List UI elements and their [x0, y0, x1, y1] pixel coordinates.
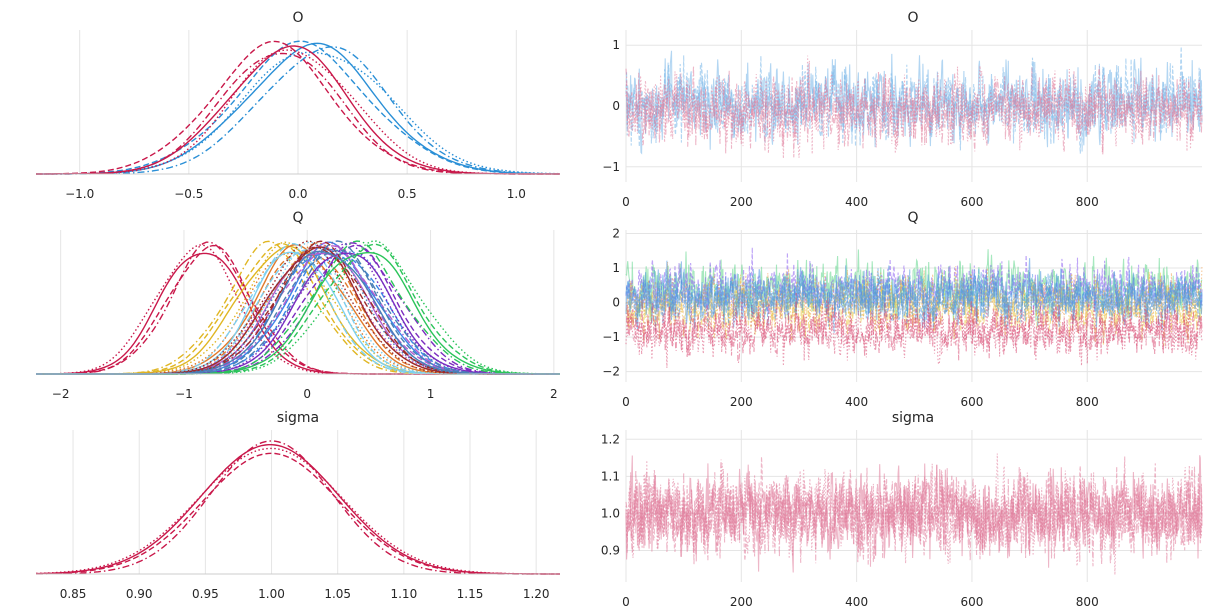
y-tick-label: 1 — [612, 261, 620, 275]
panel-sigma-kde: sigma 0.85 0.90 0.95 1.00 1.05 1.10 1.15 1.20 — [35, 410, 560, 601]
kde-curve-6-1 — [36, 40, 560, 175]
kde-curve-9-1 — [36, 252, 560, 375]
kde-curve-10-1 — [36, 250, 560, 375]
x-tick-label: 800 — [1076, 595, 1099, 609]
x-tick-label: 600 — [960, 595, 983, 609]
kde-curve-7-1 — [36, 252, 560, 375]
x-tick-label: 200 — [730, 595, 753, 609]
trace-line-4 — [625, 65, 1203, 158]
kde-curve-4-1 — [36, 440, 560, 575]
kde-curve-7-3 — [36, 244, 560, 375]
panel-o-trace-title: O — [907, 10, 918, 26]
y-tick-label: −1 — [602, 160, 620, 174]
y-tick-label: −2 — [602, 365, 620, 379]
x-tick-label: 0.85 — [60, 587, 87, 601]
x-tick-label: 0 — [303, 387, 311, 401]
panel-o-trace: O 0 200 400 600 800 −1 0 1 — [602, 10, 1203, 209]
kde-curve-3-1 — [35, 447, 560, 575]
x-tick-label: 0.90 — [126, 587, 153, 601]
trace-line-8 — [625, 292, 1203, 364]
x-tick-label: −0.5 — [174, 187, 203, 201]
panel-q-trace: Q 0 200 400 600 800 −2 −1 0 1 2 — [602, 210, 1203, 409]
y-tick-label: 0 — [612, 99, 620, 113]
x-tick-label: 400 — [845, 595, 868, 609]
x-tick-label: 1.00 — [258, 587, 285, 601]
kde-curve-3-3 — [36, 252, 560, 375]
y-tick-label: 0 — [612, 296, 620, 310]
panel-sigma-kde-title: sigma — [277, 410, 319, 426]
kde-curve-10-3 — [36, 248, 560, 375]
panel-o-kde-title: O — [292, 10, 303, 26]
x-tick-label: −2 — [52, 387, 70, 401]
kde-curve-5-2 — [36, 248, 560, 375]
kde-curve-5-3 — [36, 251, 560, 375]
x-tick-label: 2 — [550, 387, 558, 401]
kde-curve-4-2 — [36, 249, 560, 375]
panel-o-kde: O −1.0 −0.5 0.0 0.5 1.0 — [36, 10, 561, 201]
x-tick-label: 0 — [622, 395, 630, 409]
kde-curve-8-1 — [36, 52, 560, 175]
x-tick-label: 200 — [730, 195, 753, 209]
kde-curve-4-1 — [36, 46, 560, 175]
x-tick-label: 0.0 — [288, 187, 307, 201]
x-tick-label: 1.15 — [457, 587, 484, 601]
kde-curve-10-2 — [36, 249, 560, 375]
x-tick-label: 0 — [622, 595, 630, 609]
x-tick-label: 1.0 — [507, 187, 526, 201]
kde-curve-2-1 — [36, 40, 560, 175]
kde-curve-6-1 — [36, 252, 560, 375]
x-tick-label: 0 — [622, 195, 630, 209]
kde-curve-1-1 — [36, 444, 560, 575]
x-tick-label: 800 — [1076, 395, 1099, 409]
x-tick-label: 600 — [960, 395, 983, 409]
x-tick-label: 1.20 — [523, 587, 550, 601]
kde-curve-2-1 — [36, 452, 560, 575]
trace-line-2 — [625, 456, 1203, 567]
x-tick-label: 1 — [427, 387, 435, 401]
panel-sigma-trace: sigma 0 200 400 600 800 0.9 1.0 1.1 1.2 — [601, 410, 1203, 609]
x-tick-label: −1 — [175, 387, 193, 401]
kde-curve-9-2 — [36, 243, 560, 375]
panel-q-trace-title: Q — [907, 210, 918, 226]
x-tick-label: 600 — [960, 195, 983, 209]
y-tick-label: 2 — [612, 226, 620, 240]
panel-q-kde-title: Q — [292, 210, 303, 226]
kde-curve-3-2 — [36, 252, 560, 375]
trace-line-4 — [625, 271, 1203, 347]
x-tick-label: 0.5 — [398, 187, 417, 201]
kde-curve-5-4 — [36, 252, 560, 375]
trace-line-2 — [625, 46, 1203, 154]
panel-sigma-trace-title: sigma — [892, 410, 934, 426]
trace-line-6 — [625, 264, 1203, 333]
x-tick-label: 0.95 — [192, 587, 219, 601]
x-tick-label: 200 — [730, 395, 753, 409]
x-tick-label: −1.0 — [65, 187, 94, 201]
y-tick-label: 1 — [612, 38, 620, 52]
y-tick-label: 1.1 — [601, 469, 620, 483]
trace-line-2 — [625, 247, 1203, 328]
trace-line-4 — [625, 456, 1202, 567]
kde-curve-6-2 — [36, 244, 560, 375]
y-tick-label: 0.9 — [601, 543, 620, 557]
x-tick-label: 1.10 — [390, 587, 417, 601]
x-tick-label: 800 — [1076, 195, 1099, 209]
x-tick-label: 400 — [845, 195, 868, 209]
x-tick-label: 400 — [845, 395, 868, 409]
y-tick-label: 1.2 — [601, 432, 620, 446]
panel-q-kde: Q −2 −1 0 1 2 — [36, 210, 560, 401]
y-tick-label: 1.0 — [601, 506, 620, 520]
kde-curve-1-1 — [36, 252, 560, 375]
kde-curve-9-3 — [36, 240, 560, 375]
trace-line-1 — [625, 249, 1203, 323]
x-tick-label: 1.05 — [324, 587, 351, 601]
kde-curve-4-1 — [36, 251, 560, 375]
trace-line-7 — [625, 298, 1203, 368]
y-tick-label: −1 — [602, 330, 620, 344]
